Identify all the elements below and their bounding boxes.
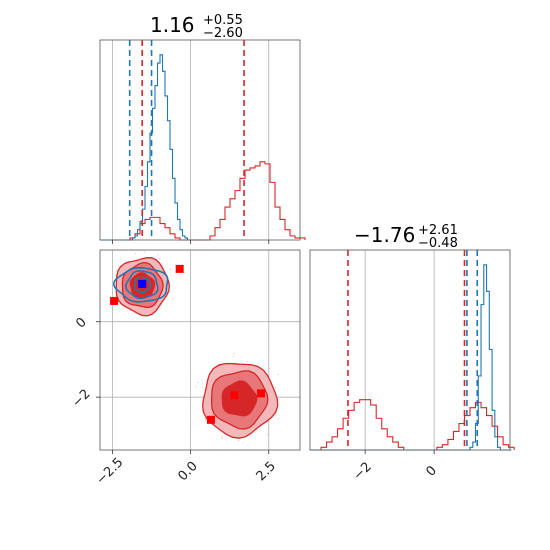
- joint-scatter-dot: [267, 433, 269, 436]
- panel-param2-frame: [309, 249, 511, 451]
- joint-scatter-dot: [157, 254, 159, 256]
- joint-scatter-dot: [233, 352, 235, 355]
- panel-param2-histogram: −2 0: [309, 249, 515, 484]
- param1-title-plus: +0.55: [203, 13, 243, 28]
- joint-scatter-dot: [278, 418, 280, 420]
- panel-param1-frame: [99, 39, 301, 241]
- param2-xtick-label-0: −2: [351, 459, 375, 483]
- joint-xtick-label-0: −2.5: [94, 455, 127, 488]
- joint-scatter-dot: [237, 439, 240, 442]
- panel-joint-contour: −2.5 0.0 2.5 −2 0: [69, 249, 301, 488]
- joint-ytick-label-1: 0: [73, 315, 89, 331]
- joint-scatter-dot: [143, 251, 146, 253]
- joint-scatter-dot: [159, 257, 161, 260]
- joint-scatter-dot: [220, 436, 223, 438]
- joint-blue-contour-mode0-level2: [112, 266, 169, 303]
- joint-scatter-dot: [134, 252, 137, 255]
- panel-joint-frame: [99, 249, 301, 451]
- param2-hist-series-1: [310, 264, 512, 451]
- joint-scatter-dot: [275, 386, 277, 389]
- joint-red-marker-2: [206, 415, 215, 424]
- joint-red-marker-1: [175, 264, 184, 273]
- joint-scatter-dot: [143, 317, 145, 319]
- joint-scatter-dot: [269, 367, 271, 369]
- param1-title-value: 1.16: [150, 13, 195, 37]
- joint-scatter-dot: [201, 386, 203, 388]
- joint-scatter-dot: [128, 310, 131, 312]
- joint-ytick-label-0: −2: [69, 387, 93, 411]
- joint-scatter-dot: [197, 381, 199, 384]
- param2-title-plus: +2.61: [418, 223, 458, 238]
- joint-red-contour-mode1-level0: [221, 380, 258, 417]
- param1-hist-series-1: [100, 54, 190, 241]
- param2-xtick-label-1: 0: [423, 463, 439, 479]
- joint-scatter-dot: [277, 373, 279, 376]
- joint-red-marker-0: [110, 296, 119, 305]
- joint-blue-marker-0: [138, 279, 147, 288]
- param1-title-minus: −2.60: [203, 26, 243, 41]
- joint-scatter-dot: [116, 270, 118, 272]
- joint-scatter-dot: [114, 274, 117, 276]
- joint-blue-contour-mode0-level1: [124, 270, 159, 300]
- joint-scatter-dot: [161, 264, 164, 266]
- joint-scatter-dot: [170, 268, 172, 270]
- panel-param1-histogram: [99, 39, 306, 244]
- joint-scatter-dot: [232, 355, 235, 357]
- param1-hist-series-0: [100, 161, 306, 241]
- joint-scatter-dot: [195, 386, 197, 388]
- joint-red-marker-3: [230, 391, 239, 400]
- param2-title-value: −1.76: [354, 223, 415, 247]
- joint-scatter-dot: [246, 360, 249, 363]
- joint-scatter-dot: [221, 437, 224, 440]
- joint-blue-contour-mode0-level0: [133, 276, 152, 294]
- joint-scatter-dot: [235, 362, 237, 364]
- joint-scatter-dot: [204, 418, 207, 421]
- joint-red-marker-4: [256, 389, 265, 398]
- joint-xtick-label-2: 2.5: [254, 459, 279, 484]
- joint-scatter-dot: [201, 383, 204, 385]
- joint-xtick-label-1: 0.0: [176, 459, 201, 484]
- param2-hist-series-0: [310, 399, 515, 451]
- joint-scatter-dot: [172, 298, 174, 300]
- param2-title-minus: −0.48: [418, 236, 458, 251]
